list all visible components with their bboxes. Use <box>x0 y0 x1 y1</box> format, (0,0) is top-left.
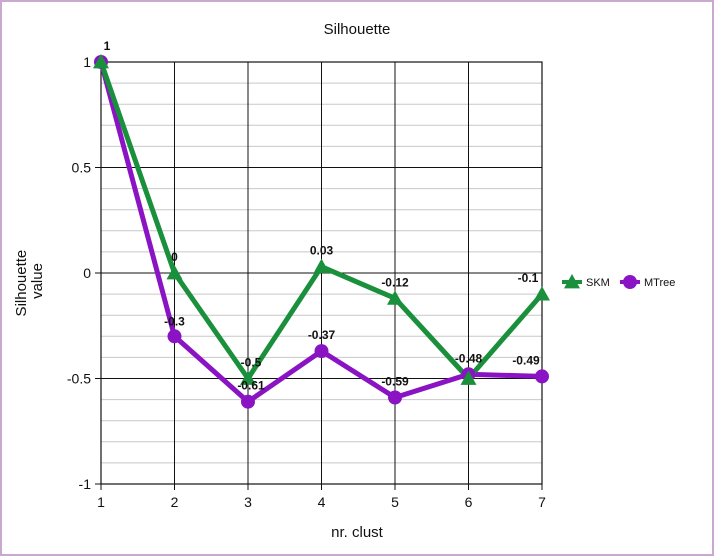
point-skm <box>313 258 330 274</box>
series <box>93 54 550 409</box>
y-tick-label: -0.5 <box>67 371 91 387</box>
x-tick-label: 7 <box>538 494 546 510</box>
y-tick-label: 1 <box>83 54 91 70</box>
point-skm <box>93 54 109 69</box>
point-skm <box>534 286 550 301</box>
data-label-skm: 0.03 <box>310 244 334 258</box>
data-label-mtree: -0.37 <box>308 328 336 342</box>
x-tick-label: 5 <box>391 494 399 510</box>
point-skm <box>387 290 403 305</box>
y-axis-label-line-1: Silhouette <box>13 250 30 317</box>
point-skm <box>460 370 477 385</box>
y-tick-label: -1 <box>79 476 92 492</box>
data-label-skm: -0.1 <box>518 271 539 285</box>
y-axis-label-line-2: value <box>29 263 46 299</box>
legend-label-skm: SKM <box>586 277 610 289</box>
legend-marker-skm <box>564 274 580 289</box>
legend-label-mtree: MTree <box>644 277 675 289</box>
x-tick-label: 3 <box>244 494 252 510</box>
x-axis-label: nr. clust <box>331 524 384 541</box>
x-tick-label: 4 <box>318 494 326 510</box>
data-label-skm: 0 <box>171 250 178 264</box>
data-labels: 1 0 -0.5 0.03 -0.12 -0.1 -0.3 -0.61 -0.37 -0.59 -0… <box>104 39 540 393</box>
point-mtree <box>241 394 255 409</box>
x-tick-label: 2 <box>171 494 179 510</box>
data-label-skm: 1 <box>104 39 111 53</box>
chart-title: Silhouette <box>324 21 391 38</box>
legend: SKM MTree <box>562 274 675 289</box>
data-label-mtree: -0.61 <box>237 379 265 393</box>
point-mtree <box>388 390 402 405</box>
plot-border <box>100 61 543 485</box>
y-tick-label: 0.5 <box>72 160 92 176</box>
legend-marker-mtree <box>623 275 637 289</box>
data-label-mtree: -0.59 <box>381 374 409 388</box>
point-mtree <box>314 344 329 359</box>
x-tick-label: 6 <box>465 494 473 510</box>
point-mtree <box>535 369 549 384</box>
data-label-skm: -0.5 <box>241 356 262 370</box>
data-label-mtree: -0.49 <box>512 353 540 367</box>
data-label-mtree: -0.48 <box>455 351 483 365</box>
point-mtree <box>167 329 182 344</box>
y-tick-label: 0 <box>83 265 91 281</box>
y-axis-label: Silhouette value <box>13 246 46 317</box>
data-label-mtree: -0.3 <box>164 314 185 328</box>
x-tick-label: 1 <box>97 494 105 510</box>
point-skm <box>166 265 183 280</box>
point-skm <box>240 370 256 385</box>
data-label-skm: -0.12 <box>381 275 409 289</box>
axes: 1 0.5 0 -0.5 -1 1 2 3 4 5 6 7 <box>67 54 546 510</box>
